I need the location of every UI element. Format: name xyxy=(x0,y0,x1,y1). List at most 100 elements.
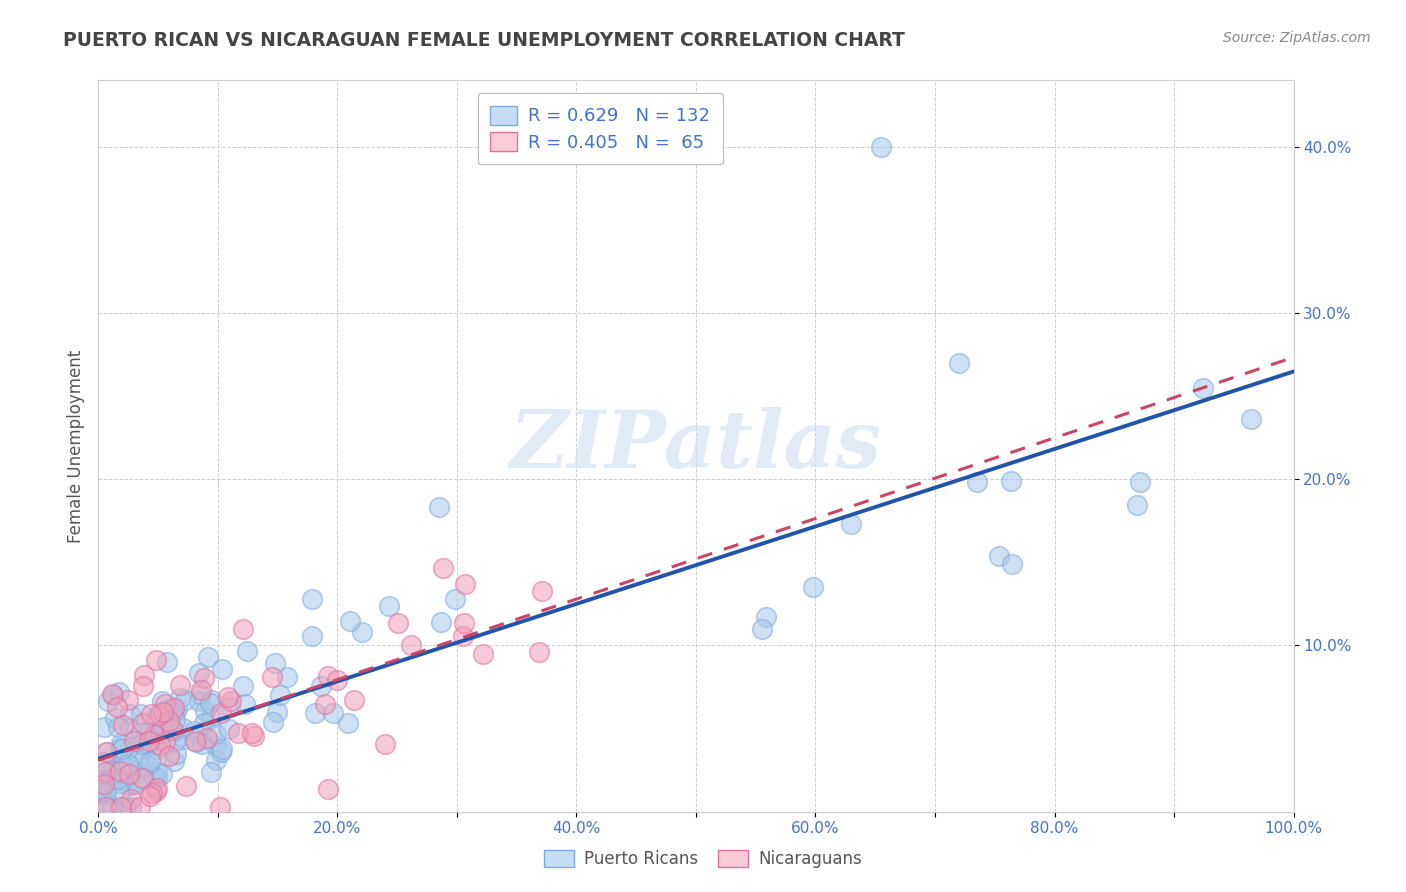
Point xyxy=(93,780,115,794)
Point xyxy=(129,799,152,814)
Point xyxy=(142,728,165,742)
Point xyxy=(1126,498,1149,512)
Point xyxy=(138,734,160,748)
Point xyxy=(209,706,232,720)
Point xyxy=(132,751,155,765)
Point xyxy=(173,731,195,746)
Legend: Puerto Ricans, Nicaraguans: Puerto Ricans, Nicaraguans xyxy=(537,843,869,875)
Point xyxy=(301,629,323,643)
Point xyxy=(322,706,344,720)
Point xyxy=(120,799,142,814)
Point xyxy=(93,720,115,734)
Point xyxy=(165,734,187,748)
Point xyxy=(219,694,242,708)
Text: PUERTO RICAN VS NICARAGUAN FEMALE UNEMPLOYMENT CORRELATION CHART: PUERTO RICAN VS NICARAGUAN FEMALE UNEMPL… xyxy=(63,31,905,50)
Point xyxy=(165,713,187,727)
Point xyxy=(103,688,125,702)
Point xyxy=(112,757,135,772)
Point xyxy=(138,755,160,769)
Point xyxy=(96,764,118,778)
Point xyxy=(145,653,167,667)
Point xyxy=(235,644,257,658)
Point xyxy=(316,781,339,796)
Point xyxy=(264,656,287,670)
Point xyxy=(187,694,209,708)
Point xyxy=(94,785,117,799)
Point xyxy=(153,697,176,711)
Point xyxy=(205,753,228,767)
Point xyxy=(339,614,361,628)
Point xyxy=(174,779,197,793)
Point xyxy=(211,662,233,676)
Point xyxy=(276,670,298,684)
Point xyxy=(162,724,184,739)
Point xyxy=(240,726,263,740)
Point xyxy=(108,762,131,776)
Point xyxy=(183,734,205,748)
Point xyxy=(108,776,131,790)
Point xyxy=(211,742,233,756)
Point xyxy=(152,705,174,719)
Point xyxy=(188,687,211,701)
Point xyxy=(134,736,156,750)
Point xyxy=(146,771,169,785)
Point xyxy=(301,591,323,606)
Point xyxy=(94,765,117,780)
Point xyxy=(235,698,257,712)
Point xyxy=(131,715,153,730)
Point xyxy=(205,727,228,741)
Point xyxy=(136,759,159,773)
Point xyxy=(200,711,222,725)
Point xyxy=(94,788,117,802)
Point xyxy=(530,583,553,598)
Point xyxy=(432,561,454,575)
Point xyxy=(326,673,349,688)
Text: Source: ZipAtlas.com: Source: ZipAtlas.com xyxy=(1223,31,1371,45)
Point xyxy=(755,609,778,624)
Point xyxy=(197,650,219,665)
Point xyxy=(337,715,360,730)
Point xyxy=(105,772,128,787)
Point xyxy=(228,725,250,739)
Point xyxy=(174,693,197,707)
Point xyxy=(104,711,127,725)
Point xyxy=(751,622,773,636)
Point xyxy=(111,741,134,756)
Point xyxy=(427,500,450,514)
Point xyxy=(316,669,339,683)
Point xyxy=(243,729,266,743)
Point xyxy=(169,678,191,692)
Point xyxy=(343,693,366,707)
Point xyxy=(138,789,160,803)
Point xyxy=(93,773,115,788)
Point xyxy=(152,718,174,732)
Point xyxy=(148,707,170,722)
Point xyxy=(232,622,254,636)
Point xyxy=(1240,411,1263,425)
Point xyxy=(117,757,139,772)
Point xyxy=(120,706,142,721)
Point xyxy=(453,615,475,630)
Point xyxy=(149,723,172,738)
Point xyxy=(97,694,120,708)
Point xyxy=(131,726,153,740)
Point xyxy=(1001,558,1024,572)
Point xyxy=(195,731,218,746)
Point xyxy=(153,735,176,749)
Point xyxy=(93,776,115,790)
Text: ZIPatlas: ZIPatlas xyxy=(510,408,882,484)
Point xyxy=(93,783,115,797)
Point xyxy=(122,777,145,791)
Point xyxy=(132,679,155,693)
Point xyxy=(100,764,122,778)
Point xyxy=(96,745,118,759)
Point xyxy=(110,741,132,756)
Point xyxy=(138,724,160,739)
Point xyxy=(108,685,131,699)
Point xyxy=(120,721,142,735)
Point xyxy=(378,599,401,613)
Point xyxy=(110,736,132,750)
Point xyxy=(117,772,139,786)
Point xyxy=(118,740,141,755)
Point xyxy=(200,693,222,707)
